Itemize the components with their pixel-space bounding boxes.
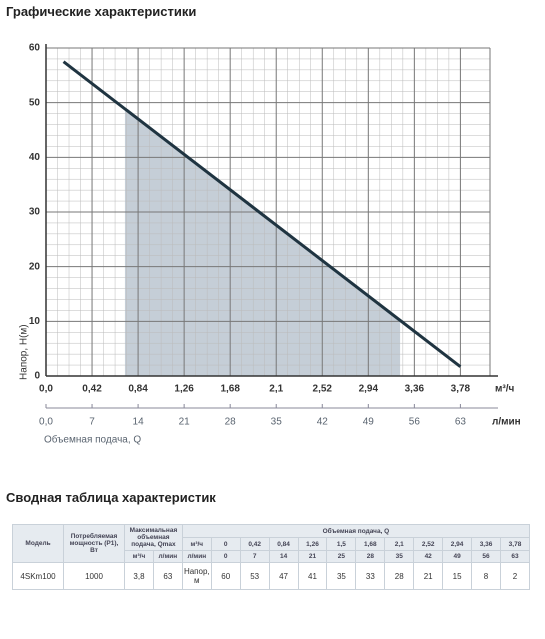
table-cell: Напор, м [181,562,212,590]
table-cell: 35 [326,562,357,590]
table-cell: м³/ч [181,537,212,551]
table-cell: 1,5 [326,537,357,551]
table-cell: 33 [355,562,386,590]
table-cell: 53 [239,562,270,590]
table-cell: 0 [210,537,241,551]
curve [62,60,462,368]
y-tick-label: 60 [29,43,41,54]
x-tick-label: 3,36 [405,384,425,395]
x-tick-label: 3,78 [451,384,471,395]
table-cell: 21 [297,550,328,563]
y-tick-label: 10 [29,316,41,327]
x-tick-label: 2,1 [269,384,283,395]
table-cell: 63 [152,562,183,590]
x2-tick-label: 21 [179,417,191,428]
table-cell: 1,26 [297,537,328,551]
y-tick-label: 0 [34,371,40,382]
table-cell: Потребляемая мощность (P1), Вт [63,524,125,563]
table-cell: 2,94 [442,537,473,551]
x2-tick-label: 28 [225,417,237,428]
table-row: Модель Потребляемая мощность (P1), Вт Макс… [12,524,531,563]
table-cell: 15 [442,562,473,590]
table-cell: Объемная подача, Q [181,524,531,538]
table-cell: 49 [442,550,473,563]
table-cell: 4SKm100 [12,562,64,590]
operating-range [124,108,401,377]
table-cell: л/мин [152,550,183,563]
table-cell: 2,52 [413,537,444,551]
table-row: м³/ч л/мин л/мин 0 7 14 21 25 28 35 42 49 56 63 [13,550,531,563]
x2-tick-label: 0,0 [39,417,53,428]
table-cell: 7 [239,550,270,563]
table-cell: 3,36 [471,537,501,551]
page-title: Графические характеристики [6,4,197,19]
table-cell: 21 [413,562,444,590]
y-tick-label: 50 [29,97,41,108]
table-cell: Максимальная объемная подача, Qmax [124,524,183,551]
x2-tick-label: 35 [271,417,283,428]
spec-table: Модель Потребляемая мощность (P1), Вт Макс… [12,524,531,590]
table-cell: 41 [297,562,328,590]
x-tick-label: 0,84 [128,384,148,395]
x2-unit: л/мин [492,417,521,428]
table-cell: 47 [268,562,299,590]
table-cell: 56 [471,550,501,563]
y-tick-label: 40 [29,152,41,163]
table-cell: 25 [326,550,357,563]
x2-tick-label: 56 [409,417,421,428]
x2-tick-label: 7 [89,417,95,428]
x-unit: м³/ч [495,384,515,395]
table-cell: 63 [499,550,531,563]
table-cell: 2 [499,562,531,590]
table-cell: 3,78 [499,537,531,551]
table-cell: 35 [384,550,415,563]
table-cell: 1000 [63,562,125,590]
y-tick-label: 30 [29,207,41,218]
x-tick-label: 2,94 [359,384,379,395]
x2-tick-label: 14 [133,417,145,428]
table-cell: 0 [210,550,241,563]
table-cell: 0,42 [239,537,270,551]
table-cell: 2,1 [384,537,415,551]
table-cell: 28 [384,562,415,590]
x-tick-label: 2,52 [313,384,333,395]
table-cell: 42 [413,550,444,563]
table-cell: Модель [12,524,64,563]
table-cell: л/мин [181,550,212,563]
table-cell: 0,84 [268,537,299,551]
y-axis-title: Напор, H(м) [19,324,30,380]
x2-tick-label: 63 [455,417,467,428]
table-cell: 60 [210,562,241,590]
table-cell: 28 [355,550,386,563]
table-cell: 8 [471,562,501,590]
y-tick-label: 20 [29,261,41,272]
x-tick-label: 1,68 [220,384,240,395]
x2-tick-label: 42 [317,417,329,428]
table-cell: 1,68 [355,537,386,551]
x-axis-title: Объемная подача, Q [44,434,141,446]
table-cell: 3,8 [124,562,154,590]
x-tick-label: 0,0 [39,384,53,395]
x2-tick-label: 49 [363,417,375,428]
table-row: м³/ч 0 0,42 0,84 1,26 1,5 1,68 2,1 2,52 2,94 3,36 3… [13,537,531,551]
table-row: 4SKm100 1000 3,8 63 Напор, м 60 53 47 41 35 33 28 21… [12,562,531,590]
table-cell: 14 [268,550,299,563]
x-tick-label: 0,42 [82,384,102,395]
chart: Напор, H(м) Объемная подача, Q м³/ч л/ми… [19,43,521,446]
table-title: Сводная таблица характеристик [6,490,216,505]
x-tick-label: 1,26 [174,384,194,395]
table-cell: м³/ч [124,550,154,563]
